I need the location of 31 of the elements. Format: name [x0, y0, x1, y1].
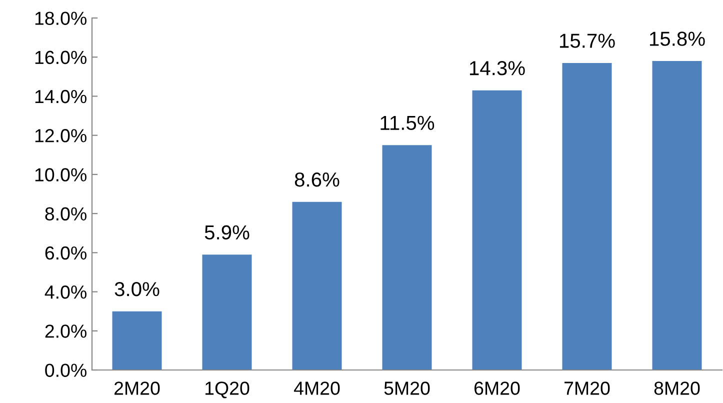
y-tick-label: 6.0% — [45, 246, 86, 260]
data-label: 8.6% — [294, 172, 340, 187]
x-tick-label: 6M20 — [474, 382, 520, 395]
bar — [292, 202, 342, 370]
data-label: 5.9% — [204, 225, 250, 240]
y-tick-label: 10.0% — [35, 168, 86, 182]
bar — [112, 311, 162, 370]
bar — [562, 62, 612, 370]
bar — [652, 61, 702, 370]
data-label: 11.5% — [380, 116, 434, 130]
y-tick-label: 16.0% — [35, 50, 86, 64]
y-tick-label: 2.0% — [45, 324, 86, 338]
y-tick-label: 0.0% — [45, 364, 86, 377]
bar — [382, 145, 432, 370]
bar — [472, 90, 522, 370]
x-tick-label: 7M20 — [564, 382, 610, 395]
x-tick-label: 4M20 — [294, 382, 340, 395]
bar — [202, 254, 252, 370]
y-tick-label: 12.0% — [35, 129, 86, 142]
data-label: 3.0% — [114, 282, 160, 296]
y-tick-label: 14.0% — [35, 90, 86, 104]
y-tick-label: 8.0% — [45, 207, 86, 221]
data-label: 14.3% — [470, 61, 525, 76]
x-tick-label: 8M20 — [654, 382, 700, 395]
data-label: 15.7% — [560, 34, 615, 48]
x-tick-label: 5M20 — [384, 382, 430, 395]
data-label: 15.8% — [650, 32, 705, 46]
x-tick-label: 1Q20 — [206, 382, 250, 398]
y-tick-label: 4.0% — [44, 285, 86, 299]
x-tick-label: 2M20 — [114, 382, 160, 395]
y-tick-label: 18.0% — [35, 12, 86, 25]
